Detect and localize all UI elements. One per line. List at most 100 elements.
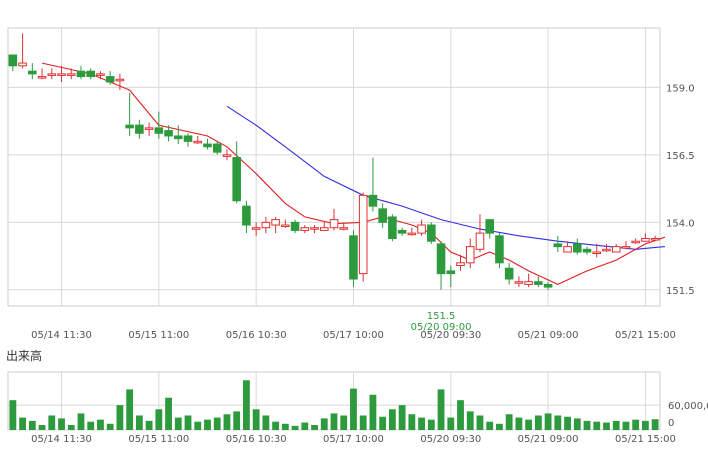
volume-bar xyxy=(408,414,416,430)
volume-bar xyxy=(174,417,182,430)
candle-body xyxy=(261,221,271,229)
volume-x-tick-label: 05/15 11:00 xyxy=(128,434,189,445)
candle-body xyxy=(193,140,203,144)
price-plot-frame xyxy=(7,27,661,307)
candle-up xyxy=(456,254,465,271)
candle-down xyxy=(582,246,592,255)
candle-body xyxy=(368,194,378,207)
candle-down xyxy=(572,238,582,255)
candle-body xyxy=(358,194,368,275)
volume-bar xyxy=(311,425,318,430)
candle-up xyxy=(631,238,640,244)
candle-up xyxy=(592,243,602,258)
volume-bar xyxy=(651,419,659,430)
candle-body xyxy=(8,54,18,67)
candle-body xyxy=(242,205,251,226)
volume-bar xyxy=(213,417,221,430)
volume-bar xyxy=(554,415,562,430)
candle-down xyxy=(212,141,222,155)
volume-bar xyxy=(505,414,513,430)
candle-up xyxy=(251,222,261,236)
candle-up xyxy=(271,216,280,234)
volume-bar xyxy=(48,415,56,430)
candle-body xyxy=(290,221,300,231)
price-y-tick-label: 156.5 xyxy=(666,151,695,162)
candle-body xyxy=(329,219,339,229)
volume-bar xyxy=(534,415,542,430)
candle-up xyxy=(475,214,485,253)
candle-body xyxy=(563,246,572,253)
price-x-tick-label: 05/21 15:00 xyxy=(615,330,676,341)
price-y-tick-label: 154.0 xyxy=(666,218,695,229)
volume-bar xyxy=(252,409,260,430)
candle-down xyxy=(485,219,494,239)
candle-down xyxy=(290,219,300,234)
candle-body xyxy=(378,208,387,223)
candle-up xyxy=(611,243,621,253)
candle-body xyxy=(427,224,436,242)
volume-bar xyxy=(272,421,280,430)
price-x-tick-label: 05/20 09:30 xyxy=(420,330,481,341)
volume-bar xyxy=(165,397,172,430)
volume-bar xyxy=(194,421,202,430)
volume-bar xyxy=(486,421,494,430)
volume-bar xyxy=(320,418,328,430)
volume-x-tick-label: 05/21 09:00 xyxy=(518,434,579,445)
candle-body xyxy=(553,243,563,248)
volume-bar xyxy=(204,419,211,430)
volume-title: 出来高 xyxy=(6,348,42,363)
volume-bar xyxy=(126,389,134,430)
volume-bar xyxy=(515,417,523,430)
volume-bar xyxy=(19,417,27,430)
candle-body xyxy=(203,143,212,148)
volume-bar xyxy=(437,389,445,430)
volume-bar xyxy=(116,405,124,430)
volume-bar xyxy=(340,415,348,430)
candle-body xyxy=(475,232,485,250)
volume-bar xyxy=(544,413,552,430)
candle-down xyxy=(242,200,251,234)
candle-down xyxy=(135,119,144,139)
candle-body xyxy=(504,267,514,280)
volume-bar xyxy=(564,416,571,430)
volume-bar xyxy=(58,418,65,430)
candle-body xyxy=(388,216,397,240)
candle-up xyxy=(57,65,66,82)
candle-up xyxy=(37,68,47,80)
candle-up xyxy=(144,122,154,136)
volume-bars xyxy=(9,380,659,430)
candle-down xyxy=(164,125,173,142)
candle-up xyxy=(514,276,524,288)
candle-body xyxy=(650,238,660,241)
candle-down xyxy=(105,71,115,85)
volume-bar xyxy=(418,417,425,430)
volume-bar xyxy=(447,417,455,430)
volume-bar xyxy=(223,414,231,430)
volume-bar xyxy=(9,400,17,430)
volume-bar xyxy=(38,425,46,430)
candle-down xyxy=(154,111,164,139)
candle-down xyxy=(174,125,183,145)
candle-body xyxy=(164,130,173,137)
volume-bar xyxy=(603,422,610,430)
candle-up xyxy=(193,135,203,145)
volume-x-tick-label: 05/17 10:00 xyxy=(323,434,384,445)
candle-body xyxy=(251,227,261,230)
candle-down xyxy=(397,227,407,236)
candle-down xyxy=(378,203,387,228)
min-annotation-value: 151.5 xyxy=(427,311,456,322)
candle-body xyxy=(154,127,164,134)
candle-up xyxy=(339,222,349,231)
volume-x-axis: 05/14 11:30 05/15 11:00 05/16 10:30 05/17 1… xyxy=(31,434,676,445)
volume-bar xyxy=(145,420,153,430)
candle-body xyxy=(174,135,183,140)
candle-up xyxy=(96,71,105,80)
candle-body xyxy=(485,219,494,234)
volume-bar xyxy=(369,394,377,430)
candle-up xyxy=(602,243,611,253)
candle-down xyxy=(183,133,193,147)
candle-down xyxy=(86,68,96,80)
candle-body xyxy=(592,251,602,255)
candle-body xyxy=(495,235,504,264)
